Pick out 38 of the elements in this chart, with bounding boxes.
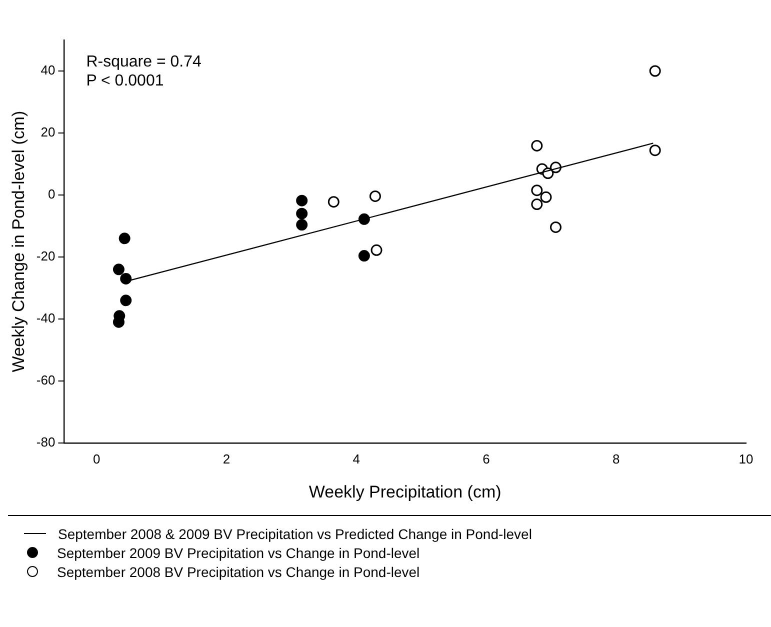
point (120, 294, 132, 306)
point (550, 221, 562, 233)
point (531, 198, 543, 210)
point (358, 250, 370, 262)
legend-label: September 2008 & 2009 BV Precipitation vs Predicted Change in Pond-level (58, 526, 532, 542)
x-tick-label: 10 (738, 451, 754, 466)
legend-label: September 2009 BV Precipitation vs Change in Pond-level (57, 544, 420, 560)
x-tick-label: 4 (352, 451, 360, 466)
point (369, 190, 381, 202)
y-tick-label: -80 (36, 434, 56, 450)
y-tick-label: 40 (40, 62, 56, 78)
y-tick-label: -60 (36, 372, 56, 388)
point (328, 196, 340, 208)
point (118, 232, 130, 244)
point (296, 219, 308, 231)
y-tick-label: 0 (48, 186, 56, 202)
x-tick-label: 8 (612, 451, 620, 466)
annotation: R-square = 0.74 (86, 53, 202, 70)
x-tick-label: 0 (93, 451, 100, 466)
y-tick-label: 20 (40, 124, 56, 140)
point (531, 184, 543, 196)
x-tick-label: 2 (222, 451, 230, 466)
point (540, 191, 552, 203)
point (370, 244, 382, 256)
point (531, 140, 543, 152)
legend-label: September 2008 BV Precipitation vs Change in Pond-level (57, 564, 420, 580)
x-tick-label: 6 (482, 451, 490, 466)
point (296, 194, 308, 206)
point (649, 65, 661, 77)
y-tick-label: -20 (36, 248, 56, 264)
point (112, 264, 124, 276)
point (649, 144, 661, 156)
point (120, 272, 132, 284)
annotation: P < 0.0001 (86, 72, 164, 90)
x-axis-title: Weekly Precipitation (cm) (308, 482, 502, 502)
y-tick-label: -40 (36, 310, 56, 326)
y-axis-title: Weekly Change in Pond-level (cm) (8, 110, 28, 372)
point (296, 208, 308, 220)
